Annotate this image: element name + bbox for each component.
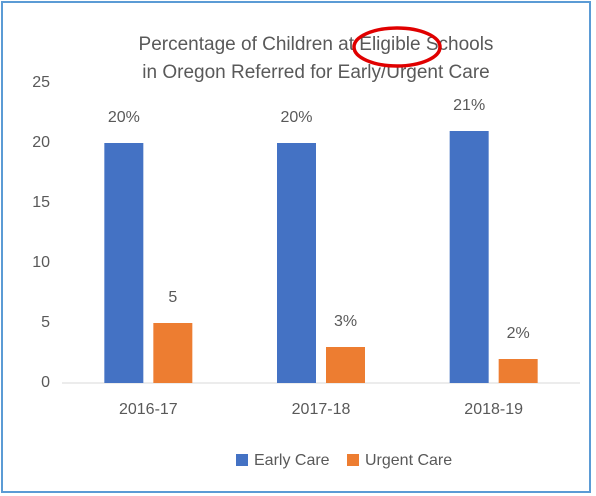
bar — [153, 323, 193, 383]
chart-title: Percentage of Children at Eligible Schoo… — [139, 34, 494, 55]
data-label: 20% — [108, 109, 140, 126]
data-label: 5 — [168, 289, 177, 306]
y-tick-label: 5 — [41, 314, 50, 331]
y-tick-label: 10 — [32, 254, 50, 271]
data-label: 21% — [453, 97, 485, 114]
bar — [326, 347, 365, 383]
legend-swatch — [347, 454, 359, 466]
legend-label: Urgent Care — [365, 452, 452, 469]
y-tick-label: 0 — [41, 374, 50, 391]
y-tick-label: 15 — [32, 194, 50, 211]
bar — [104, 143, 144, 383]
x-tick-label: 2016-17 — [119, 401, 178, 418]
chart-title: in Oregon Referred for Early/Urgent Care — [142, 62, 489, 83]
data-label: 2% — [507, 325, 530, 342]
data-label: 3% — [334, 313, 357, 330]
annotation-ellipse — [352, 26, 442, 68]
x-tick-label: 2018-19 — [464, 401, 523, 418]
y-tick-label: 25 — [32, 74, 50, 91]
x-tick-label: 2017-18 — [292, 401, 351, 418]
legend-label: Early Care — [254, 452, 330, 469]
legend-swatch — [236, 454, 248, 466]
y-tick-label: 20 — [32, 134, 50, 151]
bar — [449, 131, 489, 383]
data-label: 20% — [280, 109, 312, 126]
bar — [277, 143, 316, 383]
bar — [498, 359, 538, 383]
